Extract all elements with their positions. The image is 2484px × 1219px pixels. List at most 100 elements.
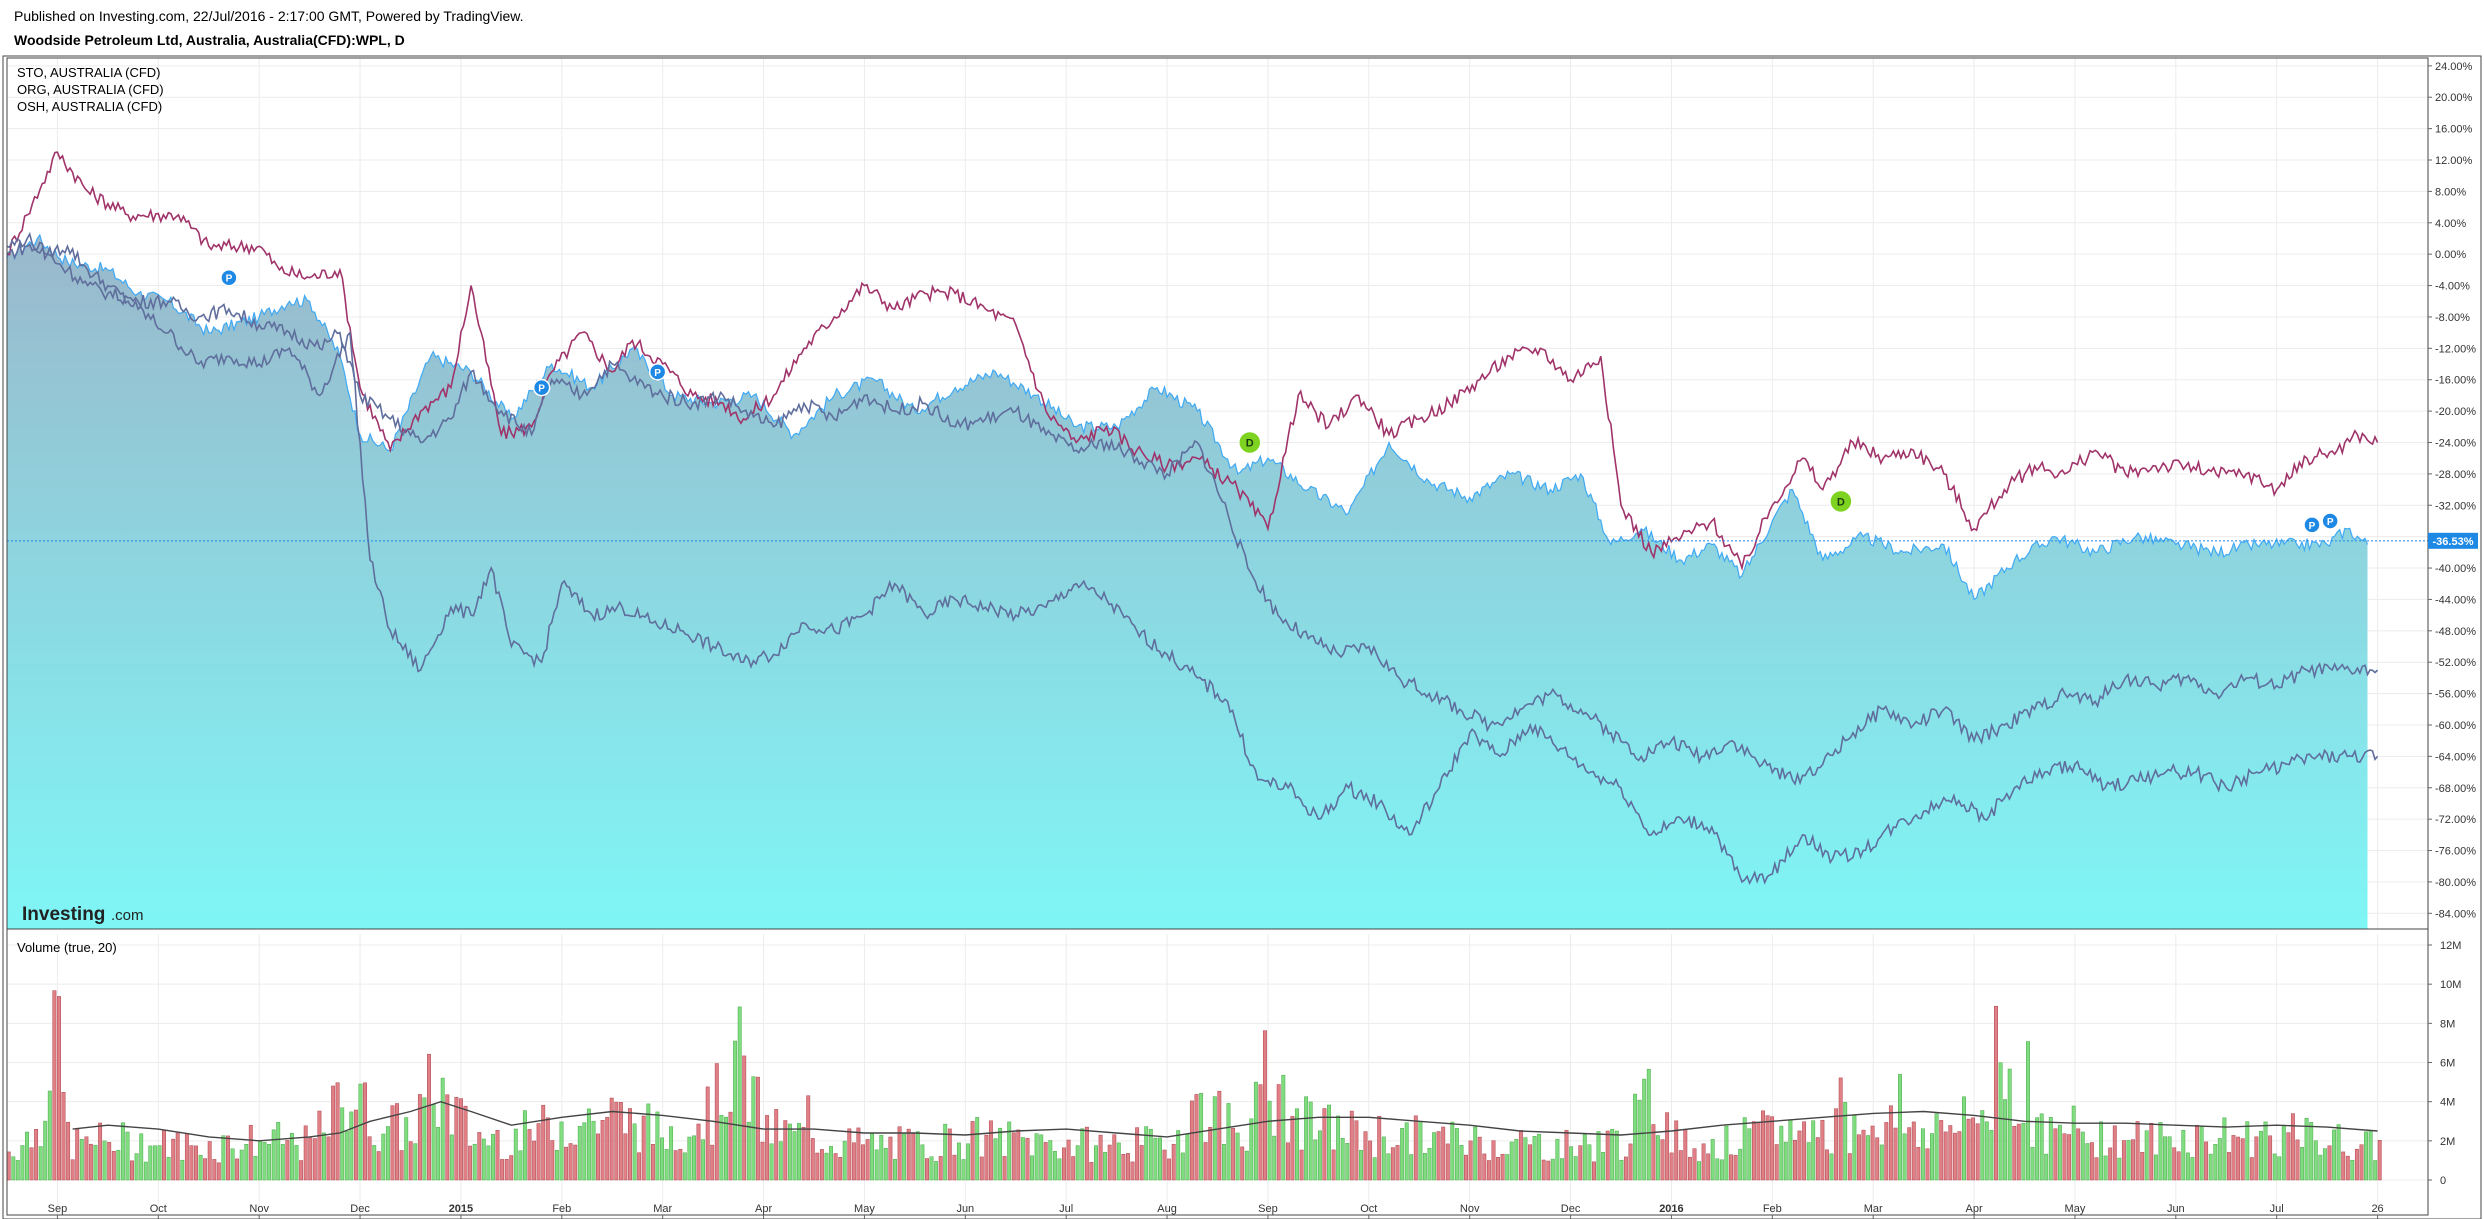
- volume-bar-down: [98, 1122, 103, 1181]
- y-tick-label: 16.00%: [2435, 124, 2473, 136]
- volume-bar-down: [1592, 1161, 1596, 1181]
- volume-bar-down: [1546, 1160, 1551, 1181]
- volume-bar-down: [1231, 1127, 1236, 1181]
- volume-bar-up: [358, 1083, 363, 1181]
- volume-bar-down: [550, 1140, 555, 1181]
- y-tick-label: -48.00%: [2435, 626, 2476, 638]
- volume-bar-down: [1916, 1147, 1921, 1181]
- volume-bar-up: [11, 1156, 16, 1181]
- x-tick-label: Nov: [1460, 1203, 1480, 1215]
- volume-bar-down: [1354, 1120, 1359, 1181]
- volume-bar-up: [1144, 1126, 1149, 1181]
- volume-bar-up: [1537, 1133, 1542, 1181]
- volume-bar-down: [1464, 1154, 1468, 1181]
- volume-bar-up: [1724, 1125, 1729, 1181]
- volume-bar-up: [221, 1135, 226, 1181]
- y-tick-label: -32.00%: [2435, 500, 2476, 512]
- volume-bar-down: [1793, 1139, 1797, 1181]
- volume-bar-up: [2213, 1144, 2218, 1181]
- volume-bar-down: [1491, 1140, 1496, 1181]
- volume-bar-up: [1327, 1104, 1331, 1181]
- volume-bar-up: [2181, 1129, 2186, 1181]
- volume-bar-up: [733, 1040, 738, 1181]
- volume-bar-up: [961, 1159, 966, 1181]
- volume-bar-up: [2099, 1121, 2104, 1181]
- series-line-sto: [7, 231, 2379, 886]
- volume-bar-up: [152, 1145, 157, 1181]
- volume-bar-up: [486, 1145, 491, 1181]
- volume-bar-up: [2364, 1131, 2368, 1181]
- volume-bar-up: [870, 1133, 875, 1181]
- y-tick-label: 12.00%: [2435, 155, 2473, 167]
- volume-bar-up: [157, 1145, 162, 1181]
- volume-bar-down: [299, 1160, 304, 1181]
- x-tick-label: Jun: [2167, 1203, 2185, 1215]
- volume-bar-down: [2195, 1124, 2199, 1181]
- volume-bar-down: [1875, 1137, 1880, 1181]
- volume-bar-up: [143, 1161, 148, 1181]
- y-tick-label: -20.00%: [2435, 406, 2476, 418]
- event-marker-p[interactable]: P: [648, 363, 667, 381]
- volume-bar-up: [1898, 1074, 1902, 1181]
- volume-bar-up: [1454, 1128, 1459, 1181]
- investing-watermark: Investing .com: [22, 904, 144, 925]
- volume-bar-down: [979, 1156, 984, 1181]
- volume-bar-up: [737, 1006, 742, 1181]
- event-marker-d[interactable]: D: [1829, 489, 1853, 514]
- volume-bar-up: [2035, 1117, 2040, 1181]
- event-letter: P: [2309, 521, 2316, 532]
- volume-bar-down: [111, 1151, 116, 1181]
- event-marker-p[interactable]: P: [532, 378, 551, 397]
- volume-bar-up: [2309, 1122, 2314, 1181]
- event-marker-p[interactable]: P: [2321, 512, 2339, 530]
- volume-bar-down: [623, 1133, 628, 1181]
- volume-bar-down: [2354, 1148, 2359, 1181]
- event-marker-d[interactable]: D: [1238, 430, 1262, 455]
- volume-bar-down: [1751, 1121, 1756, 1181]
- volume-bar-up: [1984, 1121, 1989, 1181]
- volume-bar-down: [463, 1105, 468, 1181]
- volume-bar-up: [2163, 1136, 2167, 1181]
- volume-bar-up: [1034, 1133, 1039, 1181]
- y-tick-label: -68.00%: [2435, 783, 2476, 795]
- volume-bar-down: [1761, 1110, 1765, 1181]
- event-marker-p[interactable]: P: [220, 268, 238, 287]
- y-tick-label: -8.00%: [2435, 312, 2470, 324]
- volume-bar-up: [1345, 1143, 1350, 1181]
- volume-bar-up: [1582, 1134, 1587, 1181]
- volume-bar-up: [2304, 1117, 2309, 1181]
- volume-bar-down: [2254, 1136, 2259, 1181]
- volume-bar-down: [1815, 1137, 1820, 1181]
- event-marker-p[interactable]: P: [2303, 516, 2321, 534]
- x-tick-label: 2015: [449, 1203, 473, 1215]
- event-circle: [532, 378, 551, 397]
- volume-bar-down: [308, 1137, 313, 1181]
- volume-bar-up: [1550, 1158, 1555, 1181]
- volume-bar-up: [1427, 1147, 1432, 1181]
- volume-bar-up: [660, 1137, 664, 1181]
- volume-bar-up: [513, 1128, 518, 1181]
- volume-bar-up: [280, 1144, 285, 1181]
- volume-bar-up: [1180, 1152, 1185, 1181]
- volume-bar-down: [504, 1159, 509, 1181]
- volume-bar-up: [1158, 1137, 1162, 1181]
- volume-bar-up: [1783, 1141, 1788, 1181]
- volume-bar-down: [207, 1141, 212, 1181]
- volume-bar-down: [1167, 1158, 1172, 1181]
- volume-bar-down: [851, 1142, 856, 1181]
- volume-bar-up: [1249, 1118, 1254, 1181]
- volume-bar-down: [783, 1120, 788, 1181]
- volume-bar-down: [70, 1159, 75, 1181]
- volume-bar-down: [1888, 1105, 1893, 1181]
- volume-bar-down: [7, 1151, 11, 1181]
- volume-bar-down: [801, 1126, 806, 1181]
- volume-bar-up: [1295, 1108, 1299, 1181]
- volume-bar-up: [1505, 1154, 1510, 1181]
- volume-bar-down: [1651, 1124, 1656, 1181]
- volume-bar-up: [1359, 1150, 1363, 1181]
- x-tick-label: Jul: [2270, 1203, 2284, 1215]
- volume-bar-down: [477, 1132, 482, 1181]
- volume-bar-up: [2281, 1124, 2286, 1181]
